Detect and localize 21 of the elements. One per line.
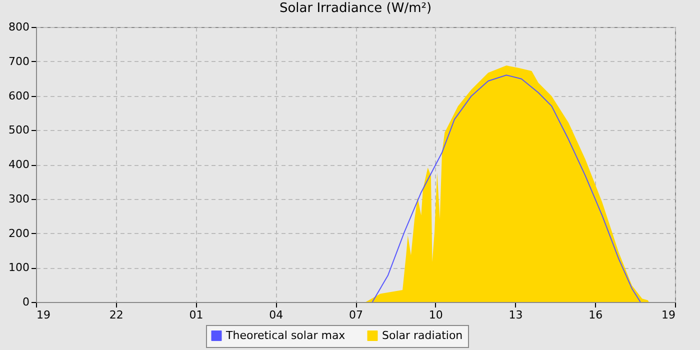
y-tick-label: 100 (8, 261, 30, 274)
y-tick-label: 700 (8, 54, 30, 68)
y-tick-label: 800 (8, 20, 30, 34)
x-tick-label: 01 (189, 308, 204, 322)
x-tick-label: 19 (36, 308, 50, 322)
y-tick-label: 600 (8, 89, 30, 102)
x-tick-label: 07 (349, 308, 363, 322)
x-tick-label: 16 (588, 308, 603, 322)
x-tick-label: 13 (508, 308, 523, 322)
x-tick-label: 04 (269, 308, 284, 322)
y-tick-label: 0 (22, 296, 30, 308)
legend-label: Solar radiation (382, 328, 463, 342)
y-tick-label: 400 (8, 158, 30, 171)
y-tick-label: 300 (8, 192, 30, 206)
legend-label: Theoretical solar max (225, 328, 346, 342)
chart-title: Solar Irradiance (W/m²) (279, 1, 432, 16)
y-tick-label: 200 (8, 226, 30, 240)
x-tick-label: 10 (428, 308, 443, 322)
x-tick-label: 19 (662, 308, 676, 322)
y-tick-label: 500 (8, 124, 30, 137)
x-tick-label: 22 (109, 308, 124, 322)
